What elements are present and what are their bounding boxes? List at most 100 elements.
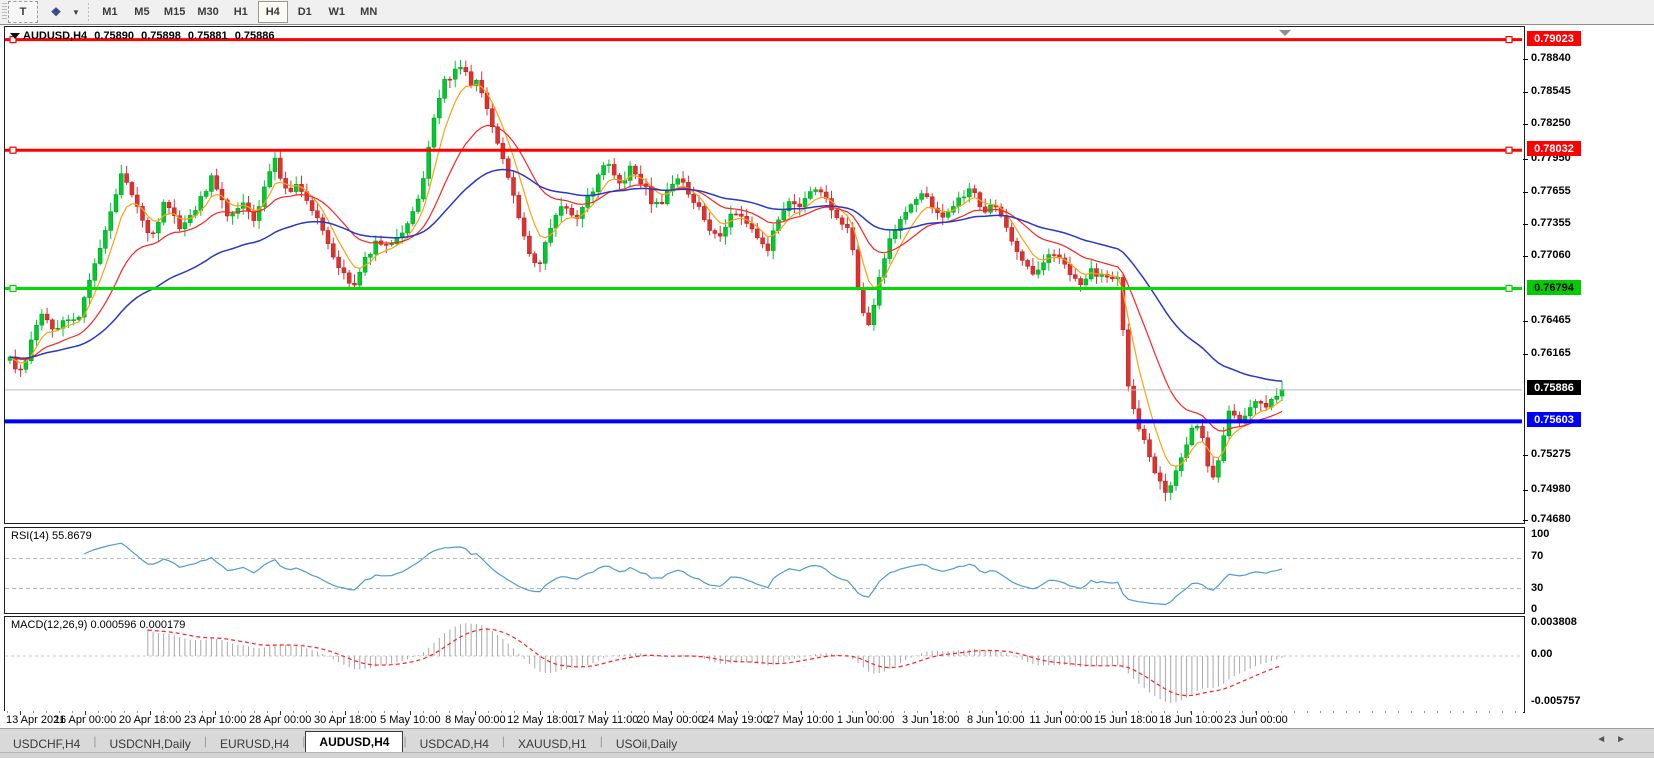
line-handle[interactable] [9, 284, 17, 293]
chart-menu-icon[interactable] [10, 33, 20, 39]
timeframe-button-m15[interactable]: M15 [163, 6, 186, 18]
time-tick [930, 711, 932, 715]
time-tick-minor [1320, 711, 1321, 713]
timeframe-button-mn[interactable]: MN [360, 6, 378, 18]
line-handle[interactable] [1505, 284, 1513, 293]
time-tick-minor [501, 711, 502, 713]
macd-label: MACD(12,26,9) 0.000596 0.000179 [11, 619, 185, 631]
time-tick-minor [1203, 711, 1204, 713]
main-chart-canvas[interactable] [5, 27, 1522, 521]
line-handle[interactable] [1505, 146, 1513, 154]
time-tick-minor [1216, 711, 1217, 713]
price-tick [1523, 520, 1528, 521]
timeframe-button-m5[interactable]: M5 [134, 6, 150, 18]
price-tick [1523, 256, 1528, 257]
time-tick [475, 711, 477, 715]
time-tick-minor [111, 711, 112, 713]
line-handle[interactable] [1505, 35, 1513, 44]
time-tick [410, 711, 412, 715]
tab-separator: | [403, 734, 407, 748]
time-tick [85, 711, 87, 715]
time-axis-label: 20 May 00:00 [637, 714, 704, 726]
time-tick-minor [371, 711, 372, 713]
time-tick-minor [930, 711, 931, 713]
time-axis-label: 3 Jun 18:00 [901, 714, 960, 726]
time-tick-minor [774, 711, 775, 713]
price-badge: 0.78032 [1527, 141, 1581, 156]
time-axis-label: 24 May 19:00 [702, 714, 769, 726]
time-axis-label: 20 Apr 18:00 [118, 714, 182, 726]
time-tick [605, 711, 607, 715]
styler-button[interactable]: ❖ [40, 1, 70, 23]
time-tick-minor [865, 711, 866, 713]
time-tick-minor [1112, 711, 1113, 713]
price-tick [1523, 490, 1528, 491]
price-badge: 0.76794 [1527, 280, 1581, 295]
time-tick-minor [462, 711, 463, 713]
timeframe-button-d1[interactable]: D1 [297, 6, 312, 18]
time-axis-label: 23 Apr 10:00 [183, 714, 247, 726]
time-axis-label: 12 May 18:00 [507, 714, 574, 726]
timeframe-button-h1[interactable]: H1 [233, 6, 248, 18]
tab-usoil-daily[interactable]: USOil,Daily [615, 736, 678, 751]
candlesticks [7, 59, 1285, 502]
timeframe-button-h4[interactable]: H4 [257, 1, 288, 23]
time-tick [735, 711, 737, 715]
time-tick-minor [202, 711, 203, 713]
time-tick-minor [98, 711, 99, 713]
ohlc-close: 0.75886 [234, 30, 275, 42]
styler-dropdown-icon[interactable]: ▼ [72, 7, 80, 17]
time-tick-minor [59, 711, 60, 713]
timeframe-button-m30[interactable]: M30 [197, 6, 219, 18]
time-axis-label: 8 Jun 10:00 [967, 714, 1025, 726]
time-tick-minor [1164, 711, 1165, 713]
chart-symbol: AUDUSD,H4 [23, 30, 88, 42]
tab-usdchf-h4[interactable]: USDCHF,H4 [13, 736, 81, 751]
time-tick-minor [72, 711, 73, 713]
time-tick-minor [826, 711, 827, 713]
rsi-panel: RSI(14) 55.8679 [4, 527, 1525, 614]
tab-scroll-right-icon[interactable]: ► [1616, 734, 1636, 745]
time-tick-minor [319, 711, 320, 713]
time-tick-minor [1125, 711, 1126, 713]
toolbar-grip[interactable] [2, 3, 7, 21]
time-tick-minor [137, 711, 138, 713]
time-tick-minor [1073, 711, 1074, 713]
tab-scroll-left-icon[interactable]: ◄ [1596, 734, 1617, 745]
rsi-line [83, 542, 1283, 606]
text-tool-button[interactable]: T [8, 1, 38, 23]
time-tick-minor [1034, 711, 1035, 713]
time-tick [1125, 711, 1127, 715]
time-tick-minor [1333, 711, 1334, 713]
time-tick [540, 711, 542, 715]
tab-usdcad-h4[interactable]: USDCAD,H4 [419, 736, 489, 751]
macd-canvas[interactable] [5, 617, 1522, 710]
tab-usdcnh-daily[interactable]: USDCNH,Daily [109, 736, 191, 751]
time-tick-minor [891, 711, 892, 713]
chart-shift-marker-icon[interactable] [1279, 30, 1291, 36]
time-tick-minor [644, 711, 645, 713]
time-axis-label: 23 Jun 00:00 [1224, 714, 1288, 726]
time-tick-minor [631, 711, 632, 713]
price-tick [1523, 59, 1528, 60]
time-tick-minor [254, 711, 255, 713]
timeframe-button-m1[interactable]: M1 [102, 6, 118, 18]
time-tick-minor [293, 711, 294, 713]
time-tick-minor [358, 711, 359, 713]
time-tick-minor [1476, 711, 1477, 713]
time-tick-minor [1398, 711, 1399, 713]
time-tick-minor [813, 711, 814, 713]
time-tick-minor [1268, 711, 1269, 713]
toolbar: T ❖ ▼ M1 M5 M15 M30 H1 H4 D1 W1 MN [0, 0, 1654, 25]
tab-audusd-h4[interactable]: AUDUSD,H4 [305, 731, 404, 753]
price-tick-label: 0.77060 [1531, 249, 1571, 261]
tab-separator: | [501, 734, 506, 748]
line-handle[interactable] [9, 146, 17, 154]
timeframe-button-w1[interactable]: W1 [328, 6, 345, 18]
tab-xauusd-h1[interactable]: XAUUSD,H1 [518, 736, 587, 751]
tab-eurusd-h4[interactable]: EURUSD,H4 [219, 736, 290, 751]
tab-separator: | [302, 734, 306, 748]
time-tick-minor [969, 711, 970, 713]
rsi-canvas[interactable] [5, 528, 1522, 611]
time-tick-minor [566, 711, 567, 713]
